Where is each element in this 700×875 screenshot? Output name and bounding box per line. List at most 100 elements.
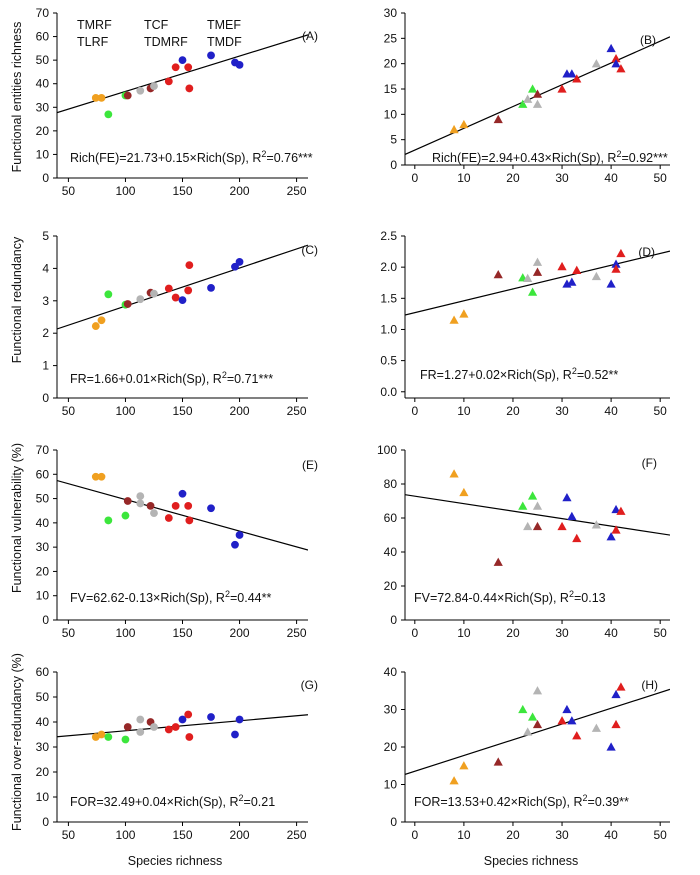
point-tlrf [616, 64, 626, 73]
y-tick-label: 30 [384, 703, 398, 717]
panel-label: (H) [641, 678, 658, 692]
x-tick-label: 250 [287, 184, 307, 198]
y-axis-title-row-1: Functional entities richness [10, 22, 24, 173]
point-tlrf [185, 84, 194, 93]
regression-equation: FOR=13.53+0.42×Rich(Sp), R2=0.39** [414, 793, 629, 809]
x-tick-label: 100 [115, 626, 135, 640]
point-tcf [523, 94, 533, 103]
y-tick-label: 30 [36, 740, 50, 754]
point-tmrf [567, 277, 577, 286]
point-tmrf [235, 715, 244, 724]
x-tick-label: 10 [457, 404, 471, 418]
panels-layer: 50 100 150 200 250010203040506070(A)Rich(FE)… [36, 6, 670, 842]
y-tick-label: 5 [390, 133, 397, 147]
point-tlrf [184, 286, 193, 295]
point-tmdf [91, 93, 100, 102]
x-tick-label: 40 [604, 626, 618, 640]
x-tick-label: 50 [62, 184, 76, 198]
panel-label: (A) [302, 29, 318, 43]
panel-label: (B) [640, 33, 656, 47]
legend-item-tlrf: TLRF [77, 35, 109, 49]
panel-f: 0 10 20 30 40 50 0 20 40 60 80 100 (F) FV=72.84-0.44×… [377, 443, 670, 640]
equation-body: FR=1.66+0.01×Rich(Sp), R [70, 372, 222, 386]
equation-body: FV=72.84-0.44×Rich(Sp), R [414, 591, 569, 605]
point-tdmrf [493, 557, 503, 566]
x-axis-title-right: Species richness [484, 854, 579, 868]
y-tick-label: 100 [377, 443, 397, 457]
equation-superscript: 2 [222, 370, 227, 380]
y-tick-label: 40 [384, 545, 398, 559]
point-tmdf [459, 309, 469, 318]
point-tcf [532, 99, 543, 108]
point-tmef [527, 84, 538, 93]
equation-r2-value: =0.13 [574, 591, 606, 605]
regression-line [405, 494, 670, 536]
y-axis-title-row-3: Functional vulnerability (%) [10, 443, 24, 593]
equation-r2-value: =0.92*** [621, 151, 667, 165]
y-tick-label: 20 [384, 740, 398, 754]
x-tick-label: 10 [457, 171, 471, 185]
y-tick-label: 0 [42, 171, 49, 185]
x-tick-label: 50 [654, 404, 668, 418]
y-tick-label: 10 [36, 147, 50, 161]
equation-body: FOR=32.49+0.04×Rich(Sp), R [70, 795, 239, 809]
x-tick-label: 30 [555, 828, 569, 842]
point-tmrf [606, 279, 616, 288]
y-tick-label: 10 [36, 790, 50, 804]
point-tcf [136, 499, 145, 508]
panel-a: 50 100 150 200 250 0 10 20 30 40 50 60 70 (A) Rich(FE)… [36, 6, 318, 198]
x-tick-label: 10 [457, 626, 471, 640]
equation-body: FV=62.62-0.13×Rich(Sp), R [70, 591, 225, 605]
y-tick-label: 15 [384, 82, 398, 96]
point-tlrf [611, 264, 621, 273]
y-axis-title-row-4: Functional over-redundancy (%) [10, 653, 24, 831]
panel-label: (G) [301, 678, 318, 692]
point-tdmrf [532, 89, 543, 98]
point-tlrf [611, 525, 621, 534]
point-tlrf [164, 77, 173, 86]
x-tick-label: 20 [506, 828, 520, 842]
point-tdmrf [146, 501, 155, 510]
equation-body: FR=1.27+0.02×Rich(Sp), R [420, 368, 572, 382]
x-tick-label: 50 [62, 626, 76, 640]
point-tlrf [185, 261, 194, 270]
y-tick-label: 1 [42, 359, 49, 373]
x-tick-label: 20 [506, 404, 520, 418]
x-tick-label: 100 [115, 828, 135, 842]
point-tmef [121, 735, 130, 744]
legend-item-tdmrf: TDMRF [144, 35, 188, 49]
x-tick-label: 30 [555, 626, 569, 640]
point-tmef [527, 712, 538, 721]
regression-line [405, 250, 670, 316]
point-tmrf [235, 531, 244, 539]
point-tmrf [567, 511, 577, 520]
y-tick-label: 50 [36, 492, 50, 506]
point-tmef [518, 501, 528, 510]
equation-superscript: 2 [583, 793, 588, 803]
point-tlrf [557, 261, 567, 271]
point-tlrf [572, 533, 582, 543]
point-tmef [104, 110, 113, 119]
panel-label: (E) [302, 458, 318, 472]
regression-equation: FV=62.62-0.13×Rich(Sp), R2=0.44** [70, 589, 271, 605]
x-tick-label: 30 [555, 171, 569, 185]
point-tdmrf [532, 267, 543, 276]
x-tick-label: 200 [230, 184, 250, 198]
regression-line [57, 479, 308, 551]
point-tmrf [231, 540, 239, 549]
point-tlrf [185, 733, 194, 741]
x-tick-label: 0 [411, 626, 418, 640]
equation-r2-value: =0.76*** [266, 151, 312, 165]
y-tick-label: 0.0 [380, 385, 397, 399]
x-tick-label: 20 [506, 626, 520, 640]
y-tick-label: 60 [36, 30, 50, 44]
x-tick-label: 0 [411, 828, 418, 842]
y-tick-label: 0.5 [380, 354, 397, 368]
regression-equation: Rich(FE)=2.94+0.43×Rich(Sp), R2=0.92*** [432, 149, 668, 165]
x-tick-label: 50 [654, 626, 668, 640]
regression-equation: Rich(FE)=21.73+0.15×Rich(Sp), R2=0.76*** [70, 149, 313, 165]
point-tmrf [606, 742, 616, 751]
y-tick-label: 2.0 [380, 260, 397, 274]
point-tmef [518, 704, 528, 714]
